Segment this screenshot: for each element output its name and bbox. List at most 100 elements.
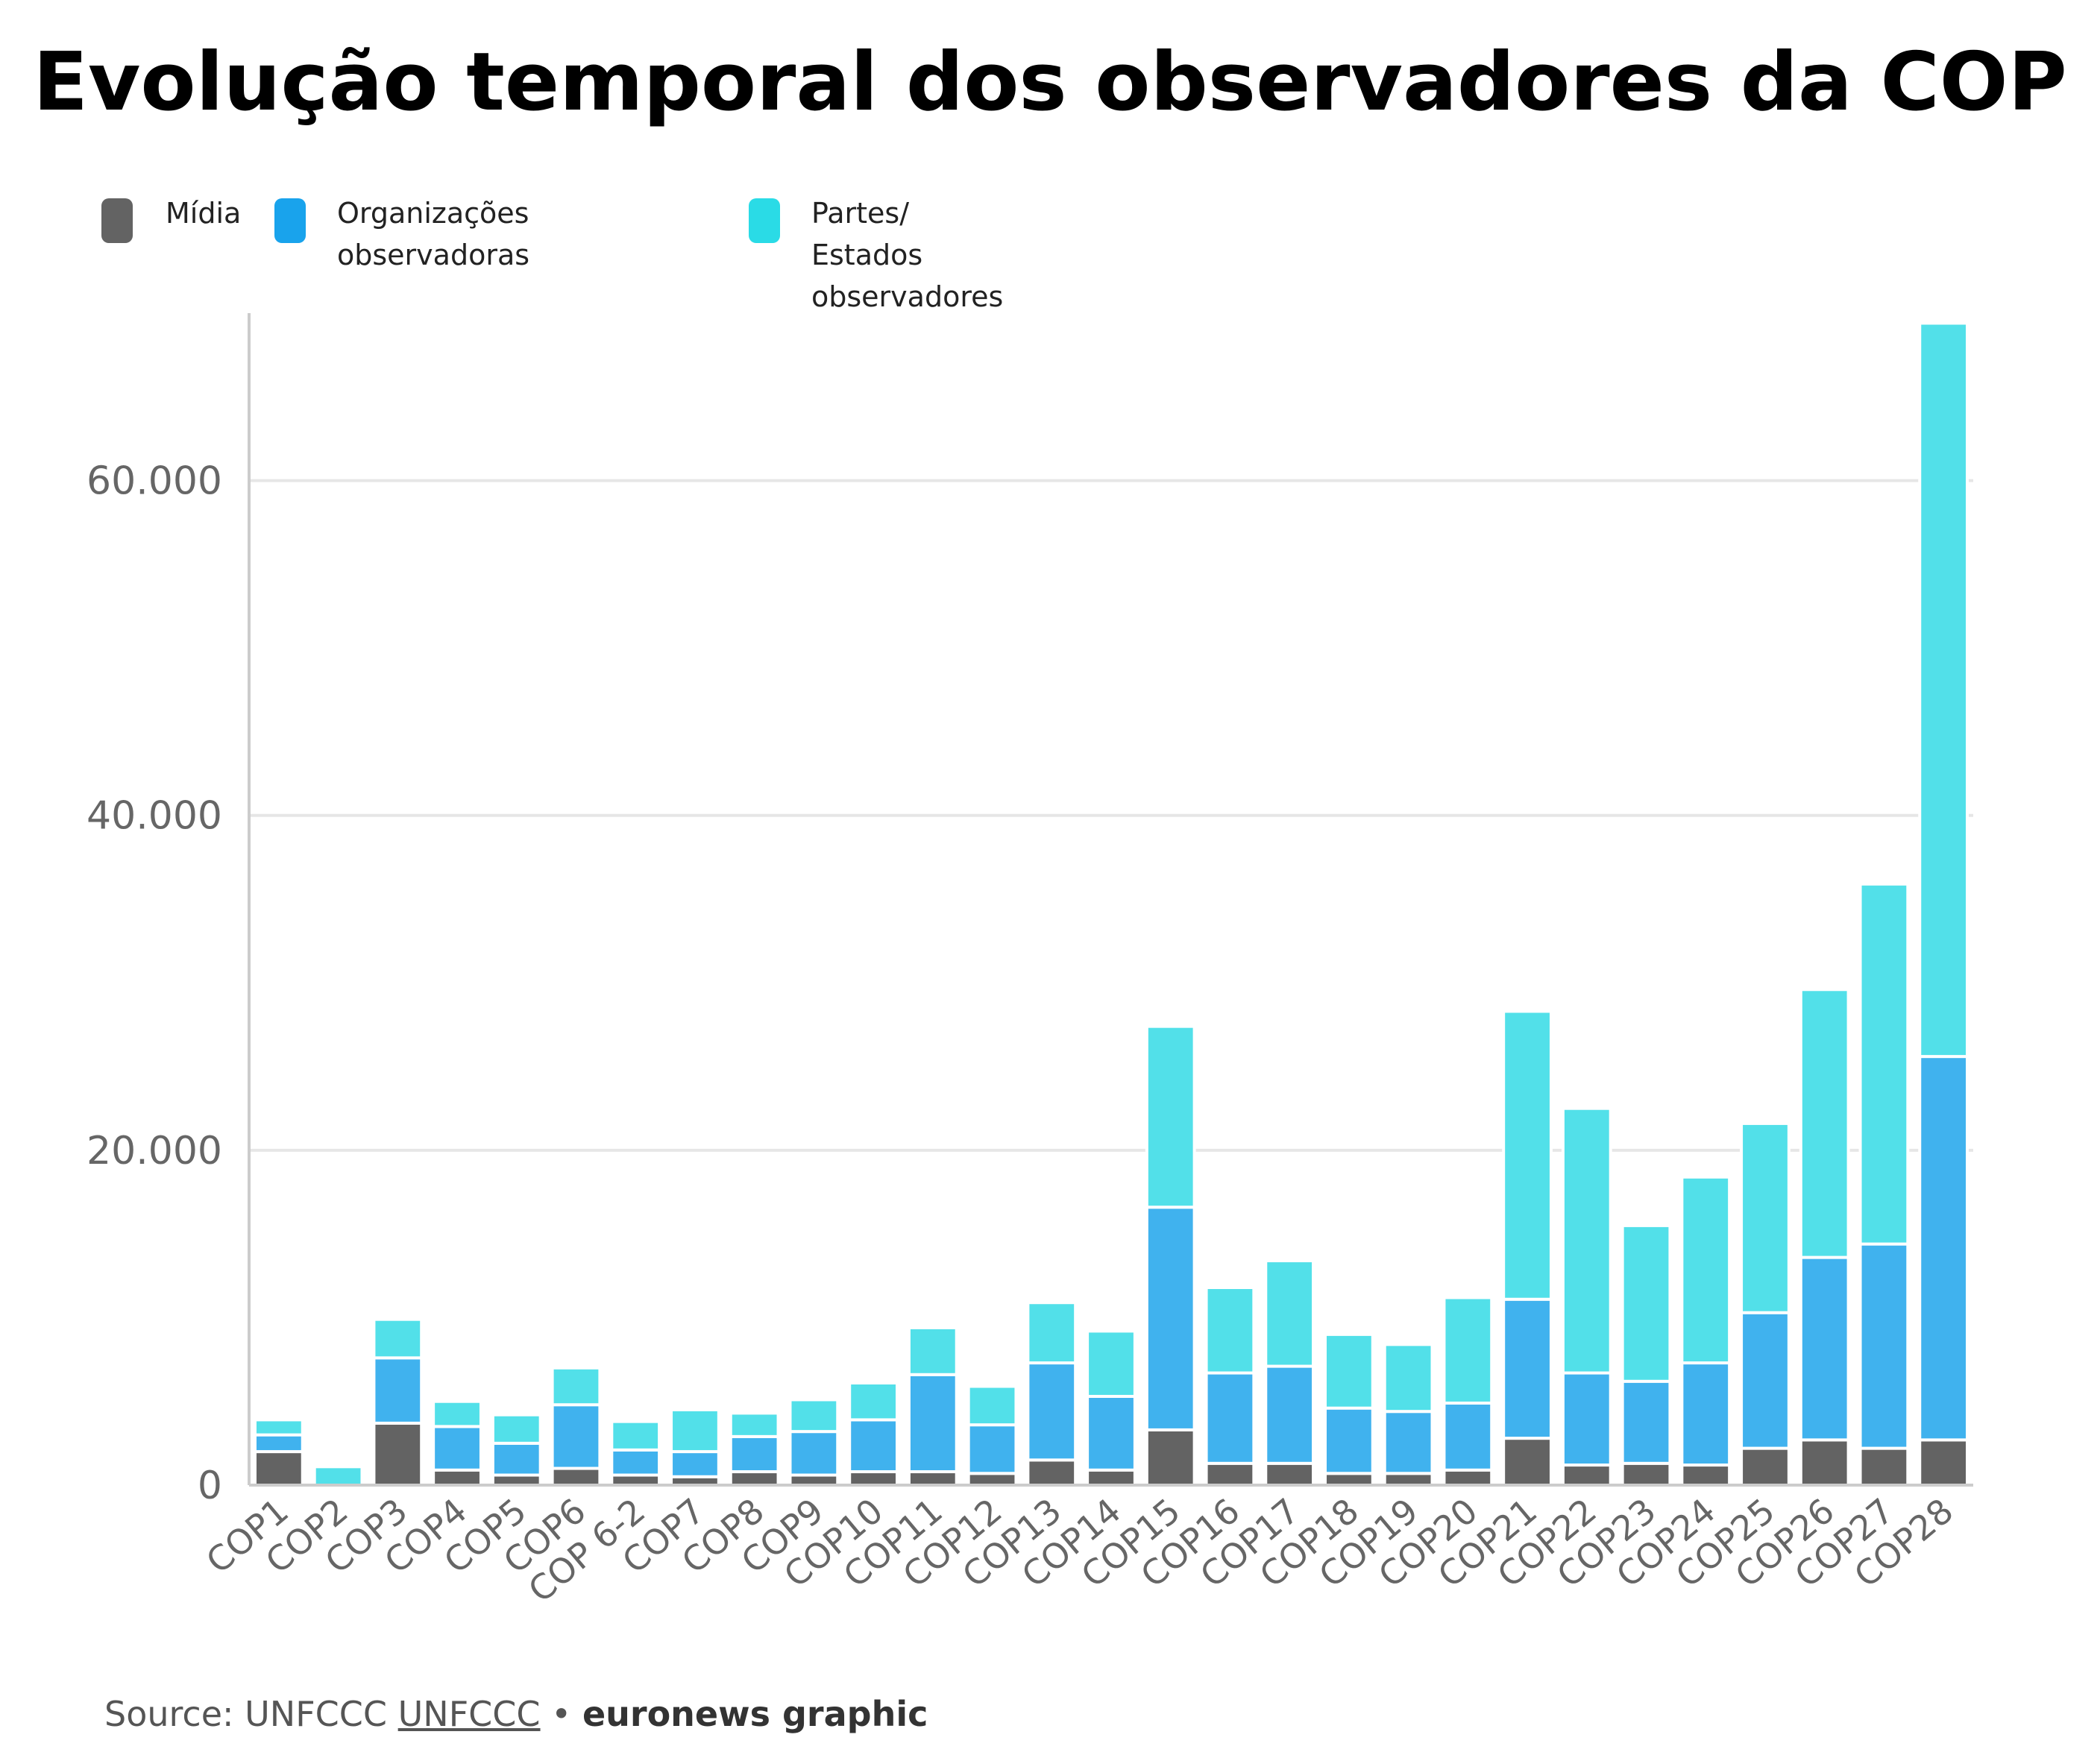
bar-midia bbox=[1620, 1461, 1672, 1487]
bar-midia bbox=[1502, 1437, 1553, 1487]
source-link[interactable]: UNFCCC bbox=[397, 1694, 541, 1734]
bar-midia bbox=[1918, 1438, 1969, 1487]
bar-organizacoes bbox=[432, 1425, 482, 1472]
bar-partes bbox=[1799, 988, 1850, 1259]
bar-partes bbox=[1324, 1332, 1374, 1410]
bar-partes bbox=[253, 1418, 304, 1437]
bar-partes bbox=[907, 1326, 958, 1376]
bar-organizacoes bbox=[1918, 1055, 1969, 1442]
bar-organizacoes bbox=[1561, 1371, 1612, 1467]
bar-organizacoes bbox=[1740, 1311, 1791, 1450]
bar-organizacoes bbox=[1204, 1371, 1256, 1465]
bar-organizacoes bbox=[1502, 1297, 1553, 1440]
bar-organizacoes bbox=[1799, 1255, 1850, 1442]
bar-partes bbox=[788, 1398, 840, 1434]
legend-label-midia: Mídia bbox=[166, 197, 242, 230]
bar-midia bbox=[610, 1473, 661, 1487]
bar-partes bbox=[1204, 1286, 1256, 1375]
legend-swatch-organizacoes bbox=[274, 198, 306, 243]
source-brand: euronews graphic bbox=[582, 1694, 928, 1734]
source-separator: • bbox=[540, 1694, 582, 1734]
legend-item-midia: Mídia bbox=[101, 192, 241, 243]
bar-partes bbox=[1086, 1329, 1137, 1398]
y-tick-label: 20.000 bbox=[87, 1129, 222, 1173]
legend-label-partes: Partes/ Estados observadores bbox=[811, 197, 1004, 313]
bar-organizacoes bbox=[670, 1450, 720, 1478]
bar-partes bbox=[1502, 1009, 1553, 1301]
bar-organizacoes bbox=[1324, 1406, 1374, 1475]
bar-midia bbox=[1561, 1463, 1612, 1487]
legend-item-organizacoes: Organizações observadoras bbox=[274, 192, 529, 276]
bar-organizacoes bbox=[1026, 1361, 1078, 1462]
bar-organizacoes bbox=[729, 1434, 780, 1474]
bar-organizacoes bbox=[253, 1433, 304, 1454]
bar-partes bbox=[1858, 882, 1910, 1246]
axes bbox=[248, 313, 1973, 1487]
bar-organizacoes bbox=[788, 1430, 840, 1477]
bar-organizacoes bbox=[550, 1403, 602, 1470]
bar-partes bbox=[1620, 1223, 1672, 1383]
y-tick-labels: 0 20.000 40.000 60.000 bbox=[87, 459, 222, 1508]
bar-partes bbox=[1264, 1259, 1315, 1368]
bar-partes bbox=[491, 1413, 542, 1445]
legend-label-organizacoes: Organizações observadoras bbox=[337, 197, 530, 271]
bar-partes bbox=[1740, 1121, 1791, 1314]
bar-midia bbox=[253, 1450, 304, 1487]
bar-organizacoes bbox=[610, 1448, 661, 1477]
bar-partes bbox=[432, 1399, 482, 1428]
bar-partes bbox=[966, 1384, 1018, 1427]
bar-organizacoes bbox=[1680, 1361, 1732, 1467]
bar-midia bbox=[1740, 1446, 1791, 1487]
bar-organizacoes bbox=[1858, 1242, 1910, 1450]
bar-partes bbox=[550, 1366, 602, 1407]
bar-midia bbox=[1442, 1468, 1494, 1487]
bar-partes bbox=[848, 1381, 899, 1422]
legend-item-partes: Partes/ Estados observadores bbox=[749, 192, 1003, 318]
bar-partes bbox=[372, 1317, 424, 1360]
bar-partes bbox=[1918, 321, 1969, 1059]
y-tick-label: 40.000 bbox=[87, 794, 222, 839]
bar-midia bbox=[1383, 1472, 1434, 1487]
source-note: Source: UNFCCC UNFCCC • euronews graphic bbox=[104, 1694, 928, 1734]
bar-midia bbox=[729, 1470, 780, 1487]
bar-midia bbox=[848, 1470, 899, 1487]
bar-organizacoes bbox=[848, 1418, 899, 1474]
bar-partes bbox=[1442, 1296, 1494, 1405]
bar-partes bbox=[1561, 1106, 1612, 1375]
bars bbox=[253, 321, 1969, 1487]
bar-midia bbox=[1858, 1446, 1910, 1487]
bar-organizacoes bbox=[1442, 1401, 1494, 1472]
bar-midia bbox=[1324, 1472, 1374, 1487]
bar-midia bbox=[550, 1466, 602, 1487]
bar-midia bbox=[1799, 1438, 1850, 1487]
bar-midia bbox=[1086, 1468, 1137, 1487]
bar-partes bbox=[670, 1408, 720, 1454]
bar-organizacoes bbox=[1620, 1379, 1672, 1465]
gridlines bbox=[249, 479, 1973, 1152]
bar-partes bbox=[1680, 1175, 1732, 1365]
bar-midia bbox=[907, 1470, 958, 1487]
bar-midia bbox=[788, 1473, 840, 1487]
bar-partes bbox=[729, 1411, 780, 1438]
bar-organizacoes bbox=[1145, 1206, 1196, 1431]
bar-organizacoes bbox=[491, 1441, 542, 1477]
bar-partes bbox=[312, 1465, 364, 1487]
bar-organizacoes bbox=[372, 1356, 424, 1425]
bar-organizacoes bbox=[907, 1373, 958, 1474]
bar-organizacoes bbox=[1383, 1410, 1434, 1475]
bar-organizacoes bbox=[1086, 1394, 1137, 1472]
bar-midia bbox=[1145, 1428, 1196, 1487]
bar-midia bbox=[372, 1421, 424, 1487]
bar-partes bbox=[610, 1420, 661, 1452]
legend-swatch-partes bbox=[749, 198, 780, 243]
y-tick-label: 60.000 bbox=[87, 459, 222, 504]
bar-organizacoes bbox=[966, 1423, 1018, 1475]
bar-midia bbox=[491, 1473, 542, 1487]
legend-swatch-midia bbox=[101, 198, 133, 243]
bar-midia bbox=[966, 1472, 1018, 1487]
bar-midia bbox=[1204, 1461, 1256, 1487]
bar-partes bbox=[1026, 1301, 1078, 1365]
bar-midia bbox=[1026, 1458, 1078, 1487]
